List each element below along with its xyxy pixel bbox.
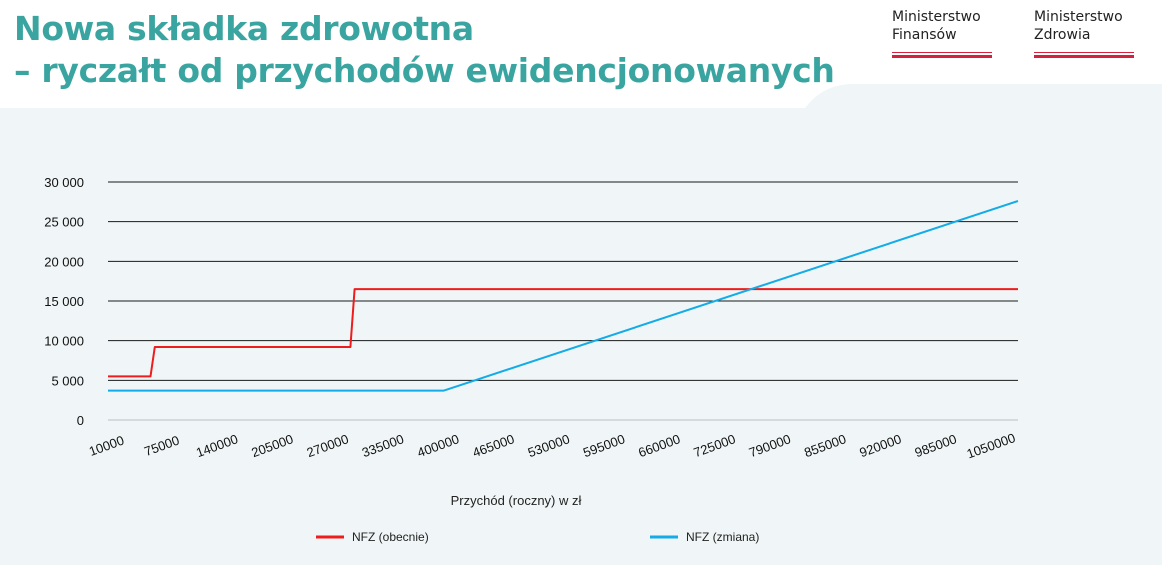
x-tick-label: 595000 [581, 431, 627, 460]
y-tick-label: 25 000 [44, 215, 84, 230]
gridlines [108, 181, 1018, 421]
x-tick-label: 205000 [249, 431, 295, 460]
logo-ministerstwo-zdrowia: Ministerstwo Zdrowia [1034, 8, 1134, 58]
x-tick-label: 270000 [305, 431, 351, 460]
x-axis-ticks: 10000 75000 140000 205000 270000 335000 400000… [87, 430, 1017, 461]
legend-label: NFZ (zmiana) [686, 530, 759, 544]
y-tick-label: 0 [77, 413, 84, 428]
x-tick-label: 660000 [636, 431, 682, 460]
logo-line-2: Finansów [892, 27, 957, 43]
x-tick-label: 725000 [692, 431, 738, 460]
y-tick-label: 20 000 [44, 254, 84, 269]
slide-title: Nowa składka zdrowotna – ryczałt od przy… [14, 8, 835, 92]
x-tick-label: 10000 [87, 433, 126, 459]
title-line-1: Nowa składka zdrowotna [14, 9, 474, 48]
series-lines [108, 200, 1019, 392]
x-tick-label: 530000 [526, 431, 572, 460]
y-axis-ticks: 0 5 000 10 000 15 000 20 000 25 000 30 000 [44, 175, 84, 428]
logo-line-1: Ministerstwo [1034, 9, 1123, 25]
title-line-2: – ryczałt od przychodów ewidencjonowanyc… [14, 51, 835, 90]
x-tick-label: 400000 [415, 431, 461, 460]
y-tick-label: 10 000 [44, 334, 84, 349]
x-tick-label: 465000 [470, 431, 516, 460]
logo-ministerstwo-finansow: Ministerstwo Finansów [892, 8, 992, 58]
logo-line-1: Ministerstwo [892, 9, 981, 25]
x-tick-label: 140000 [194, 431, 240, 460]
logo-flag-bars [892, 52, 992, 58]
x-tick-label: 985000 [913, 431, 959, 460]
x-tick-label: 1050000 [965, 430, 1018, 461]
y-tick-label: 30 000 [44, 175, 84, 190]
x-tick-label: 335000 [360, 431, 406, 460]
series-line [108, 288, 1018, 378]
logo-line-2: Zdrowia [1034, 27, 1091, 43]
y-tick-label: 15 000 [44, 294, 84, 309]
logo-flag-bars [1034, 52, 1134, 58]
x-tick-label: 75000 [142, 433, 181, 459]
series-line [108, 200, 1019, 392]
x-tick-label: 790000 [747, 431, 793, 460]
y-tick-label: 5 000 [51, 373, 84, 388]
x-axis-label: Przychód (roczny) w zł [451, 493, 582, 508]
legend-item: NFZ (obecnie) [316, 530, 429, 544]
x-tick-label: 855000 [802, 431, 848, 460]
legend: NFZ (obecnie) NFZ (zmiana) [316, 530, 759, 544]
x-tick-label: 920000 [857, 431, 903, 460]
legend-item: NFZ (zmiana) [650, 530, 759, 544]
legend-label: NFZ (obecnie) [352, 530, 429, 544]
